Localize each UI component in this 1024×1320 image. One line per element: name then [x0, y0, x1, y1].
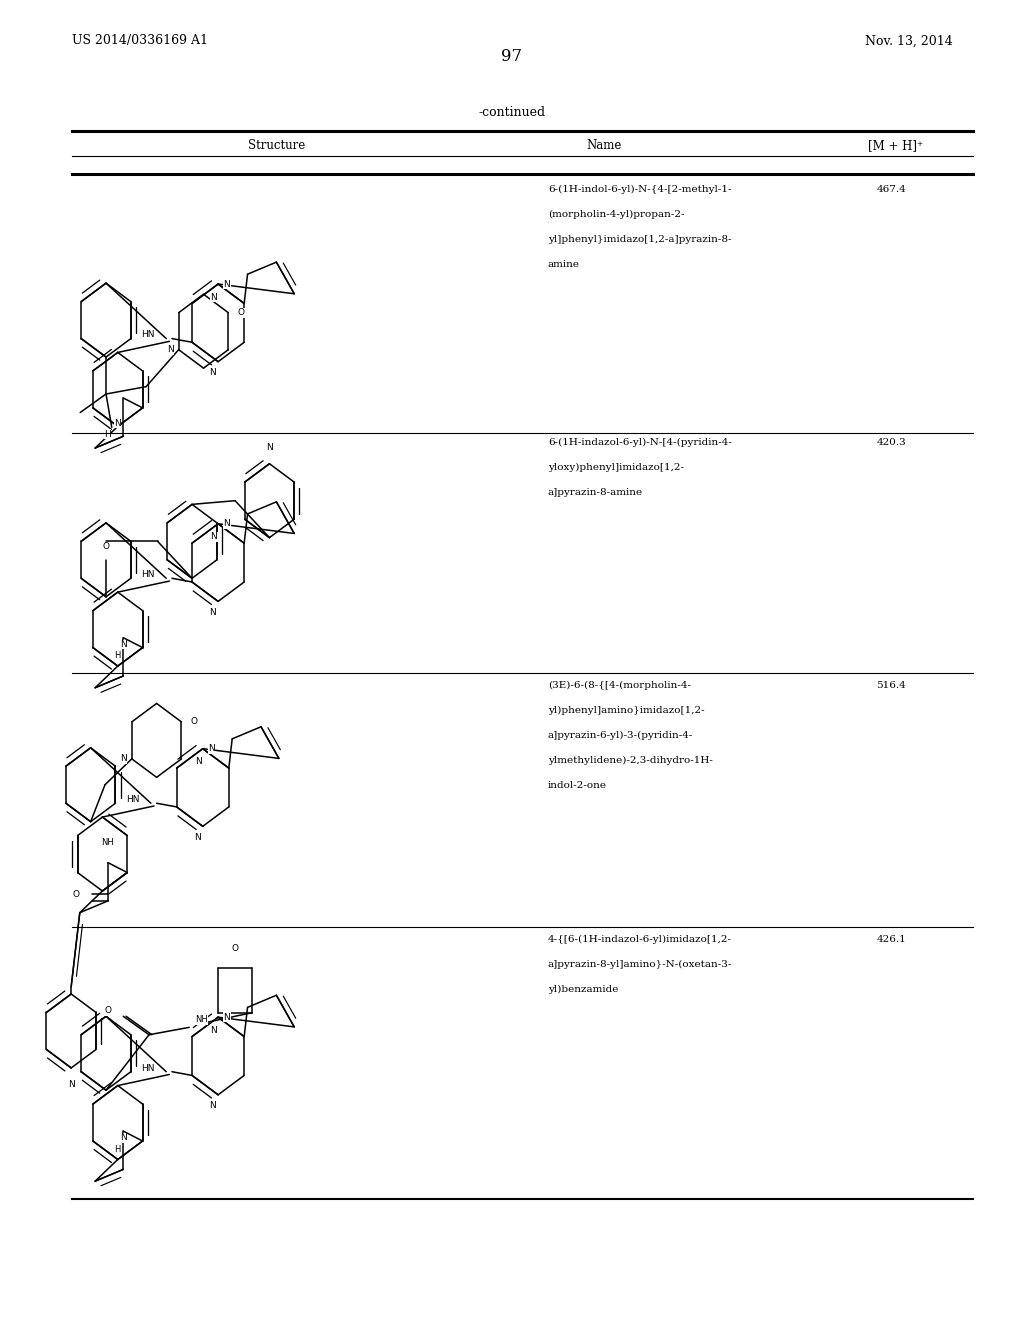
- Text: O: O: [190, 717, 198, 726]
- Text: O: O: [102, 543, 110, 552]
- Text: amine: amine: [548, 260, 580, 269]
- Text: N: N: [223, 280, 230, 289]
- Text: N: N: [209, 1101, 216, 1110]
- Text: ylmethylidene)-2,3-dihydro-1H-: ylmethylidene)-2,3-dihydro-1H-: [548, 756, 713, 766]
- Text: O: O: [231, 944, 239, 953]
- Text: N: N: [208, 744, 215, 754]
- Text: HN: HN: [126, 795, 139, 804]
- Text: O: O: [104, 1006, 112, 1015]
- Text: yl)phenyl]amino}imidazo[1,2-: yl)phenyl]amino}imidazo[1,2-: [548, 706, 705, 715]
- Text: [M + H]⁺: [M + H]⁺: [868, 139, 924, 152]
- Text: Nov. 13, 2014: Nov. 13, 2014: [864, 34, 952, 48]
- Text: Name: Name: [587, 139, 622, 152]
- Text: N: N: [211, 293, 217, 301]
- Text: H: H: [115, 651, 121, 660]
- Text: N: N: [68, 1080, 75, 1089]
- Text: O: O: [238, 308, 245, 317]
- Text: yl)benzamide: yl)benzamide: [548, 985, 618, 994]
- Text: N: N: [120, 1134, 127, 1142]
- Text: N: N: [209, 609, 216, 616]
- Text: H: H: [104, 430, 111, 438]
- Text: Structure: Structure: [248, 139, 305, 152]
- Text: NH: NH: [101, 838, 115, 847]
- Text: (morpholin-4-yl)propan-2-: (morpholin-4-yl)propan-2-: [548, 210, 684, 219]
- Text: 6-(1H-indazol-6-yl)-N-[4-(pyridin-4-: 6-(1H-indazol-6-yl)-N-[4-(pyridin-4-: [548, 438, 732, 447]
- Text: 6-(1H-indol-6-yl)-N-{4-[2-methyl-1-: 6-(1H-indol-6-yl)-N-{4-[2-methyl-1-: [548, 185, 731, 194]
- Text: O: O: [73, 890, 79, 899]
- Text: N: N: [120, 640, 127, 649]
- Text: N: N: [223, 519, 230, 528]
- Text: HN: HN: [141, 1064, 155, 1073]
- Text: N: N: [209, 368, 216, 378]
- Text: yloxy)phenyl]imidazo[1,2-: yloxy)phenyl]imidazo[1,2-: [548, 463, 684, 473]
- Text: N: N: [115, 418, 121, 428]
- Text: 426.1: 426.1: [877, 935, 906, 944]
- Text: yl]phenyl}imidazo[1,2-a]pyrazin-8-: yl]phenyl}imidazo[1,2-a]pyrazin-8-: [548, 235, 731, 244]
- Text: HN: HN: [141, 570, 155, 579]
- Text: H: H: [115, 1144, 121, 1154]
- Text: 97: 97: [502, 48, 522, 65]
- Text: US 2014/0336169 A1: US 2014/0336169 A1: [72, 34, 208, 48]
- Text: N: N: [211, 1026, 217, 1035]
- Text: N: N: [211, 532, 217, 541]
- Text: NH: NH: [195, 1015, 208, 1024]
- Text: 467.4: 467.4: [877, 185, 906, 194]
- Text: indol-2-one: indol-2-one: [548, 781, 607, 791]
- Text: a]pyrazin-8-yl]amino}-N-(oxetan-3-: a]pyrazin-8-yl]amino}-N-(oxetan-3-: [548, 960, 732, 969]
- Text: N: N: [167, 345, 173, 354]
- Text: 516.4: 516.4: [877, 681, 906, 690]
- Text: a]pyrazin-8-amine: a]pyrazin-8-amine: [548, 488, 643, 498]
- Text: N: N: [120, 754, 127, 763]
- Text: N: N: [196, 758, 202, 766]
- Text: N: N: [266, 442, 272, 451]
- Text: N: N: [194, 833, 201, 842]
- Text: 420.3: 420.3: [877, 438, 906, 447]
- Text: HN: HN: [141, 330, 155, 339]
- Text: N: N: [223, 1012, 230, 1022]
- Text: 4-{[6-(1H-indazol-6-yl)imidazo[1,2-: 4-{[6-(1H-indazol-6-yl)imidazo[1,2-: [548, 935, 732, 944]
- Text: a]pyrazin-6-yl)-3-(pyridin-4-: a]pyrazin-6-yl)-3-(pyridin-4-: [548, 731, 693, 741]
- Text: -continued: -continued: [478, 106, 546, 119]
- Text: (3E)-6-(8-{[4-(morpholin-4-: (3E)-6-(8-{[4-(morpholin-4-: [548, 681, 691, 690]
